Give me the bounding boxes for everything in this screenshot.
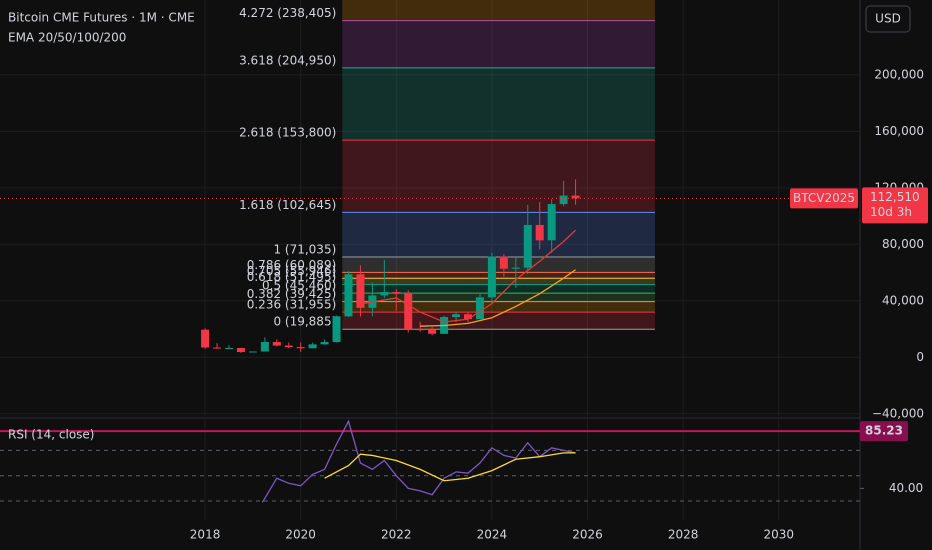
- rsi-title: RSI (14, close): [8, 428, 94, 442]
- y-tick-label: 160,000: [874, 124, 924, 138]
- candle-body: [248, 351, 257, 353]
- candle-body: [344, 274, 353, 317]
- y-tick-label: −40,000: [872, 406, 924, 420]
- fib-zone: [342, 140, 655, 213]
- line-series: [261, 419, 576, 503]
- fib-label: 3.618 (204,950): [239, 53, 336, 67]
- candle-body: [547, 204, 556, 241]
- fib-label: 1.618 (102,645): [239, 198, 336, 212]
- candle-body: [499, 256, 508, 269]
- candle-body: [475, 297, 484, 320]
- candle-body: [452, 314, 461, 318]
- x-tick-label: 2018: [190, 528, 221, 542]
- candle-body: [464, 314, 473, 320]
- fib-label: 0 (19,885): [273, 315, 336, 329]
- candle-body: [213, 347, 222, 349]
- y-tick-label: 40,000: [882, 293, 924, 307]
- candle-body: [535, 224, 544, 241]
- fib-zone: [342, 301, 655, 313]
- fib-label: 0.786 (60,089): [247, 258, 337, 272]
- x-tick-label: 2022: [381, 528, 412, 542]
- fib-label: 0.382 (39,425): [247, 287, 337, 301]
- x-tick-label: 2020: [285, 528, 316, 542]
- candle-body: [224, 347, 233, 349]
- candle-body: [332, 316, 341, 343]
- last-price: 112,510: [870, 190, 920, 204]
- fib-label: 0.5 (45,460): [262, 279, 336, 293]
- y-tick-label: 80,000: [882, 237, 924, 251]
- symbol-tag: [790, 188, 858, 209]
- candle-body: [272, 342, 281, 346]
- y-tick-label: 200,000: [874, 67, 924, 81]
- indicator-label: EMA 20/50/100/200: [8, 31, 126, 45]
- fib-zone: [342, 278, 655, 285]
- candle-body: [404, 293, 413, 330]
- symbol: BTCV2025: [793, 191, 855, 205]
- x-tick-label: 2028: [668, 528, 699, 542]
- line-series: [324, 452, 576, 482]
- line-series: [362, 229, 577, 323]
- candle-body: [320, 342, 329, 345]
- fib-zone: [342, 20, 655, 68]
- fib-label: 4.272 (238,405): [239, 6, 336, 20]
- candle-body: [201, 329, 210, 348]
- candle-body: [416, 329, 425, 331]
- x-tick-label: 2030: [763, 528, 794, 542]
- fib-label: 0.236 (31,955): [247, 298, 337, 312]
- countdown: 10d 3h: [870, 205, 912, 219]
- line-series: [420, 269, 576, 327]
- fib-label: 0.705 (55,946): [247, 264, 337, 278]
- fib-zone: [342, 212, 655, 257]
- candle-body: [511, 267, 520, 269]
- candle-body: [392, 292, 401, 294]
- fib-label: 1 (71,035): [273, 242, 336, 256]
- x-tick-label: 2024: [477, 528, 508, 542]
- currency-button[interactable]: USD: [865, 5, 911, 33]
- fib-label: 0.618 (51,495): [247, 270, 337, 284]
- price-tag: [862, 187, 928, 224]
- candle-body: [428, 329, 437, 334]
- candle-body: [260, 342, 269, 352]
- candle-body: [523, 224, 532, 268]
- chart-title: Bitcoin CME Futures · 1M · CME: [8, 11, 195, 25]
- candle-body: [296, 347, 305, 349]
- candle-body: [284, 345, 293, 348]
- fib-zone: [342, 272, 655, 279]
- rsi-band-tag: [860, 421, 908, 442]
- candle-body: [559, 195, 568, 205]
- candle-body: [236, 347, 245, 353]
- fib-zone: [342, 67, 655, 141]
- candle-body: [487, 256, 496, 298]
- rsi-band-label: 85.23: [865, 424, 903, 438]
- fib-zone: [342, 0, 655, 21]
- candle-body: [356, 274, 365, 308]
- fib-zone: [342, 256, 655, 273]
- currency[interactable]: USD: [875, 12, 901, 26]
- fib-label: 2.618 (153,800): [239, 126, 336, 140]
- fib-zone: [342, 284, 655, 294]
- x-tick-label: 2026: [572, 528, 603, 542]
- candle-body: [380, 292, 389, 296]
- candle-body: [571, 195, 580, 199]
- candle-body: [308, 344, 317, 349]
- y-tick-label: 40.00: [889, 481, 923, 495]
- y-tick-label: 0: [916, 350, 924, 364]
- currency-button-frame[interactable]: [865, 5, 911, 33]
